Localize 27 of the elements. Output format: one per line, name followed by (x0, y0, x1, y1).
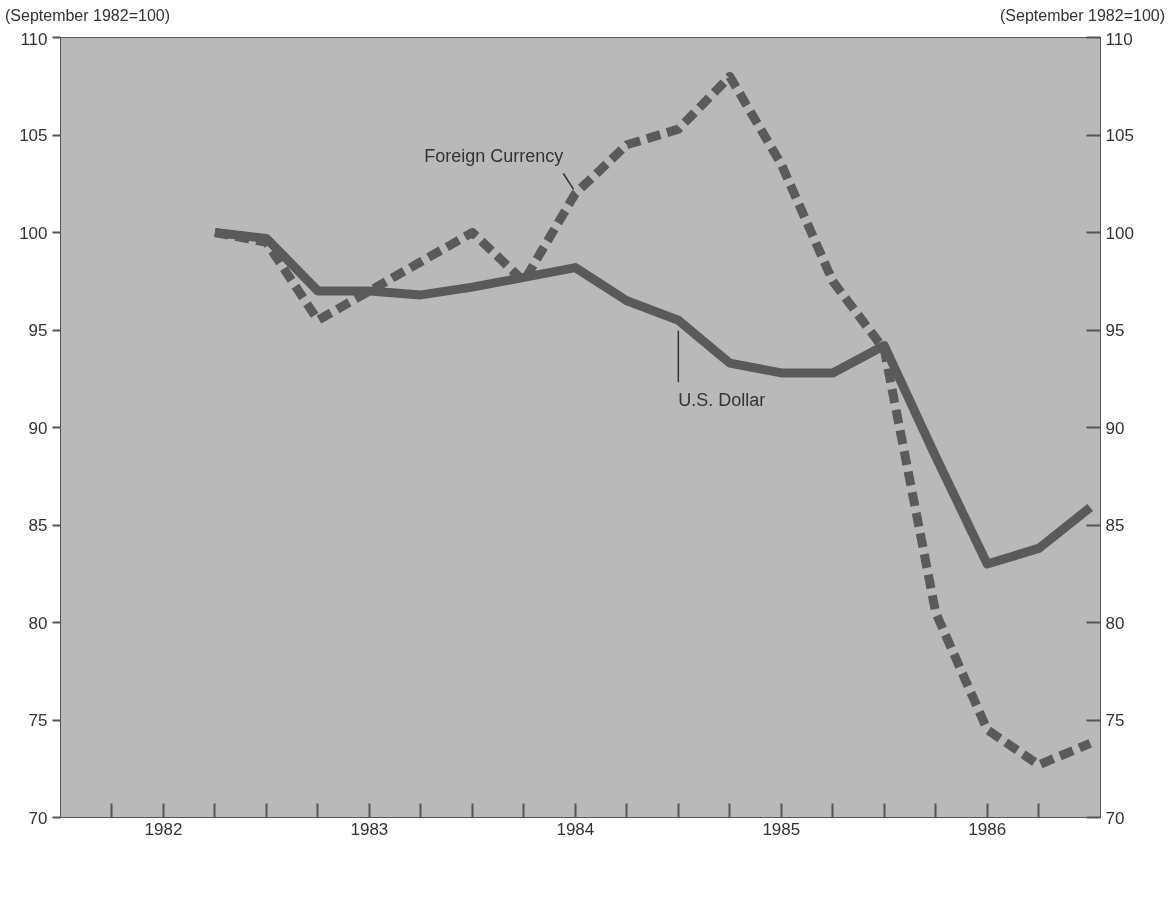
y2-tick-label: 75 (1105, 711, 1125, 730)
y-tick-label: 90 (28, 418, 48, 438)
y-tick-label: 100 (19, 223, 48, 243)
x-tick-label: 1982 (144, 819, 183, 839)
y2-tick-label: 70 (1105, 808, 1125, 828)
y-tick-label: 80 (28, 613, 48, 633)
y2-tick-label: 100 (1105, 223, 1134, 243)
x-tick-label: 1986 (968, 819, 1007, 839)
y2-tick-label: 110 (1105, 29, 1133, 49)
y-axis-title: (September 1982=100) (5, 6, 170, 26)
y2-tick-label: 90 (1105, 418, 1125, 438)
series-label: Foreign Currency (424, 145, 564, 166)
y-tick-label: 70 (28, 808, 48, 828)
y2-tick-label: 105 (1105, 126, 1134, 145)
y2-tick-label: 85 (1105, 516, 1125, 535)
y-tick-label: 110 (20, 29, 48, 49)
y-tick-label: 85 (28, 516, 48, 535)
y-tick-label: 105 (19, 126, 48, 145)
x-tick-label: 1983 (350, 819, 389, 839)
y2-tick-label: 80 (1105, 613, 1125, 633)
y-tick-label: 75 (28, 711, 48, 730)
y2-axis-title: (September 1982=100) (1000, 6, 1165, 26)
y2-tick-label: 95 (1105, 321, 1125, 340)
x-tick-label: 1985 (762, 819, 801, 839)
y-tick-label: 95 (28, 321, 48, 340)
x-tick-label: 1984 (556, 819, 595, 839)
series-label: U.S. Dollar (678, 390, 766, 411)
